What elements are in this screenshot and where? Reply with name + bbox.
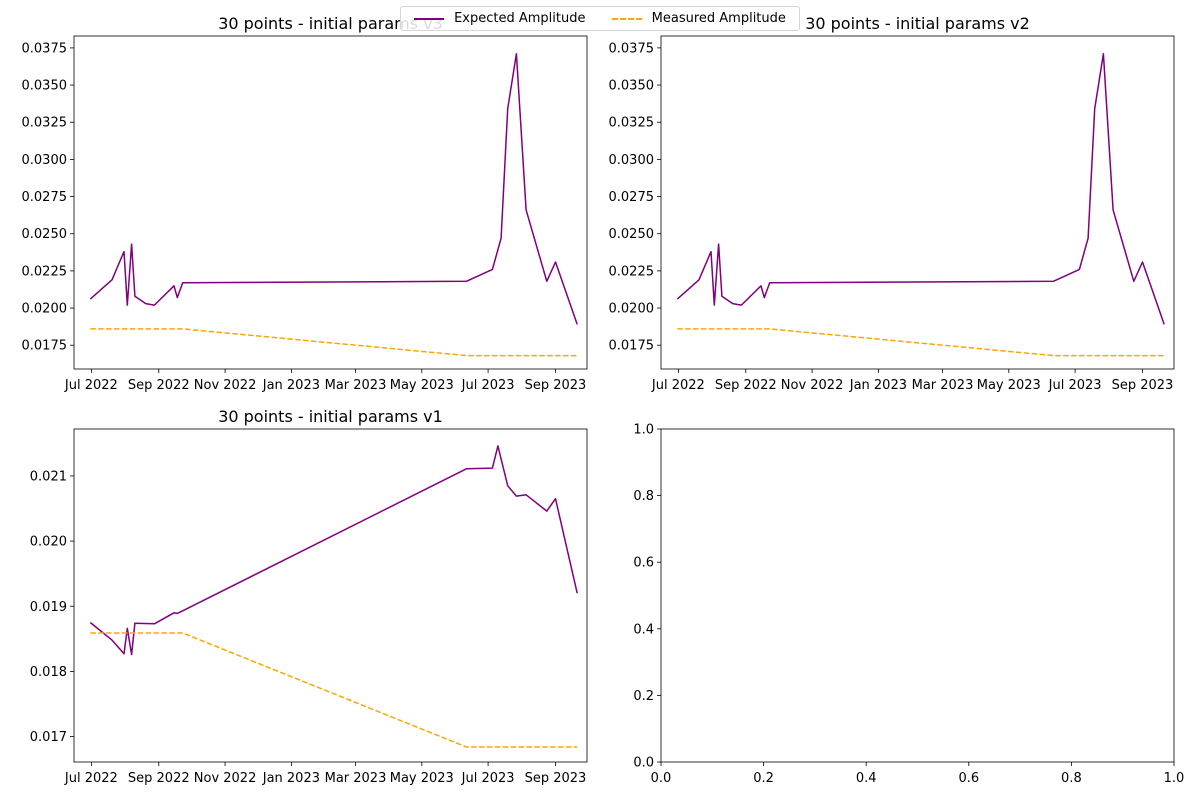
y-tick-label: 0.0225	[22, 264, 68, 279]
x-tick-label: 0.6	[958, 771, 979, 786]
legend: Expected Amplitude Measured Amplitude	[400, 6, 800, 31]
y-tick-label: 0.018	[30, 665, 67, 680]
series-measured-line	[677, 328, 1165, 357]
y-tick-label: 0.0	[633, 756, 654, 771]
legend-item-expected: Expected Amplitude	[414, 11, 585, 26]
x-tick-label: Nov 2022	[194, 771, 257, 786]
y-tick-label: 0.0300	[609, 153, 655, 168]
y-tick-label: 0.0350	[609, 79, 655, 94]
subplot-title: 30 points - initial params v2	[805, 14, 1030, 33]
subplot-1: 30 points - initial params v3 0.0175 0.020…	[22, 14, 588, 393]
subplot-3: 30 points - initial params v1 0.017 0.018 0…	[30, 407, 588, 786]
y-tick-label: 0.8	[633, 489, 654, 504]
y-tick-label: 0.0200	[609, 302, 655, 317]
x-tick-label: May 2023	[390, 771, 454, 786]
legend-label-expected: Expected Amplitude	[454, 11, 586, 26]
y-tick-label: 0.6	[633, 556, 654, 571]
x-tick-label: Sep 2023	[525, 378, 587, 393]
y-tick-label: 0.0225	[609, 264, 655, 279]
y-tick-label: 1.0	[633, 423, 654, 438]
subplot-2: 30 points - initial params v2 0.0175 0.020…	[609, 14, 1175, 393]
subplot-title: 30 points - initial params v1	[218, 407, 443, 426]
y-tick-label: 0.020	[30, 535, 67, 550]
legend-swatch-expected	[414, 17, 445, 20]
x-tick-label: Jul 2023	[461, 771, 515, 786]
y-tick-label: 0.019	[30, 600, 67, 615]
x-tick-label: 0.8	[1061, 771, 1082, 786]
x-tick-label: Sep 2022	[128, 771, 190, 786]
axes-frame	[660, 428, 1175, 763]
subplot-title: 30 points - initial params v3	[218, 14, 443, 33]
y-tick-label: 0.0375	[22, 41, 68, 56]
y-tick-label: 0.0250	[609, 227, 655, 242]
y-tick-label: 0.017	[30, 730, 67, 745]
x-tick-label: Jul 2022	[64, 378, 118, 393]
y-tick-label: 0.0325	[22, 116, 68, 131]
y-tick-label: 0.0200	[22, 302, 68, 317]
subplot-4: 0.0 0.2 0.4 0.6 0.8 1.0 0.0 0.2 0.4 0.6 0.8 1.0	[633, 423, 1184, 787]
x-tick-label: 0.2	[753, 771, 774, 786]
legend-swatch-measured	[611, 17, 642, 20]
x-tick-label: Jan 2023	[262, 378, 320, 393]
series-expected-line	[676, 53, 1165, 325]
series-expected-line	[89, 445, 578, 656]
y-tick-label: 0.0175	[609, 339, 655, 354]
y-tick-label: 0.0250	[22, 227, 68, 242]
x-tick-label: Sep 2022	[128, 378, 190, 393]
x-tick-label: Jul 2023	[461, 378, 515, 393]
axes-frame	[73, 428, 588, 763]
legend-label-measured: Measured Amplitude	[651, 11, 786, 26]
y-tick-label: 0.021	[30, 469, 67, 484]
x-tick-label: 0.0	[651, 771, 672, 786]
x-tick-label: Sep 2023	[525, 771, 587, 786]
x-tick-label: Mar 2023	[912, 378, 974, 393]
y-tick-label: 0.0300	[22, 153, 68, 168]
x-tick-label: Nov 2022	[781, 378, 844, 393]
x-tick-label: Jan 2023	[849, 378, 907, 393]
x-tick-label: Jul 2023	[1048, 378, 1102, 393]
x-tick-label: Sep 2022	[715, 378, 777, 393]
y-tick-label: 0.0350	[22, 79, 68, 94]
y-tick-label: 0.0275	[609, 190, 655, 205]
y-tick-label: 0.2	[633, 689, 654, 704]
y-tick-label: 0.4	[633, 622, 654, 637]
x-tick-label: Jan 2023	[262, 771, 320, 786]
legend-item-measured: Measured Amplitude	[611, 11, 786, 26]
x-tick-label: Sep 2023	[1112, 378, 1174, 393]
x-tick-label: 1.0	[1164, 771, 1185, 786]
x-tick-label: Mar 2023	[325, 771, 387, 786]
series-measured-line	[90, 632, 578, 748]
y-tick-label: 0.0275	[22, 190, 68, 205]
series-expected-line	[89, 53, 578, 325]
y-tick-label: 0.0325	[609, 116, 655, 131]
axes-frame	[660, 35, 1175, 370]
y-tick-label: 0.0175	[22, 339, 68, 354]
axes-frame	[73, 35, 588, 370]
x-tick-label: Jul 2022	[64, 771, 118, 786]
series-measured-line	[90, 328, 578, 357]
x-tick-label: Mar 2023	[325, 378, 387, 393]
y-tick-label: 0.0375	[609, 41, 655, 56]
x-tick-label: May 2023	[977, 378, 1041, 393]
x-tick-label: May 2023	[390, 378, 454, 393]
x-tick-label: Nov 2022	[194, 378, 257, 393]
x-tick-label: 0.4	[856, 771, 877, 786]
x-tick-label: Jul 2022	[651, 378, 705, 393]
